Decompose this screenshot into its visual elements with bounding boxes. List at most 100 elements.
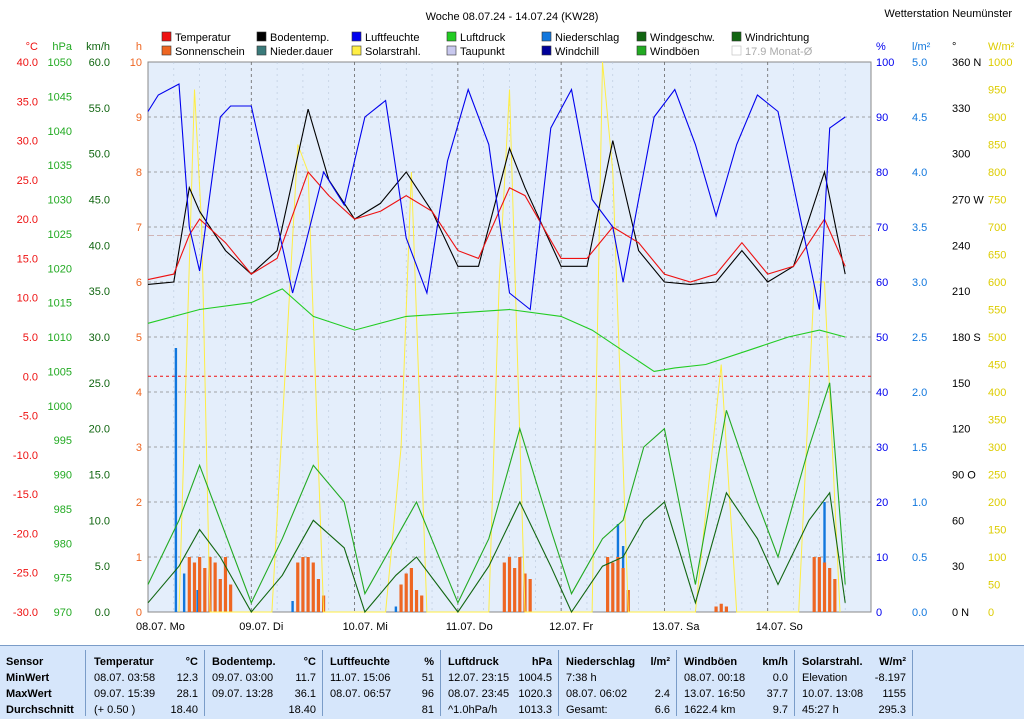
axis-tick-lm2: 0.0 <box>912 607 927 619</box>
axis-tick-lm2: 4.0 <box>912 167 927 179</box>
day-label: 10.07. Mi <box>343 621 388 633</box>
series-line-luftdruck <box>147 288 846 372</box>
sunshine-bar <box>414 590 419 612</box>
stats-cell: 45:27 h <box>802 704 839 716</box>
stats-column: Windböen km/h 08.07. 00:18 0.0 13.07. 16:50 3… <box>678 650 795 716</box>
axis-tick-celsius: 0.0 <box>23 371 38 383</box>
axis-tick-wm2: 550 <box>988 305 1006 317</box>
axis-tick-kmh: 25.0 <box>89 378 110 390</box>
axis-tick-hours: 2 <box>136 497 142 509</box>
precipitation-bar <box>291 601 294 612</box>
axis-tick-hours: 5 <box>136 332 142 344</box>
axis-tick-hpa: 990 <box>54 470 72 482</box>
axis-tick-wm2: 50 <box>988 580 1000 592</box>
precipitation-bar <box>394 606 398 612</box>
stats-cell: 08.07. 03:58 <box>94 672 156 684</box>
stats-cell: 1622.4 km <box>684 704 736 716</box>
axis-tick-hpa: 995 <box>54 435 72 447</box>
stats-cell: Gesamt: <box>566 704 608 716</box>
sunshine-bar <box>187 557 191 612</box>
axis-tick-celsius: -25.0 <box>13 568 38 580</box>
stats-value: 18.40 <box>170 704 198 716</box>
sunshine-bar <box>306 557 310 612</box>
axis-tick-wm2: 250 <box>988 470 1006 482</box>
stats-label-max: MaxWert <box>6 688 52 700</box>
axis-unit-lm2: l/m² <box>912 41 931 53</box>
axis-tick-lm2: 1.5 <box>912 442 927 454</box>
sunshine-bar <box>828 568 832 612</box>
axis-tick-kmh: 35.0 <box>89 286 110 298</box>
axis-tick-deg: 150 <box>952 378 970 390</box>
legend-label: Nieder.dauer <box>270 46 333 58</box>
sunshine-bar <box>714 606 718 612</box>
axis-tick-hpa: 1010 <box>48 332 72 344</box>
sunshine-bar <box>621 568 625 612</box>
axis-tick-percent: 20 <box>876 497 888 509</box>
axis-tick-lm2: 5.0 <box>912 57 927 69</box>
axis-tick-percent: 10 <box>876 552 888 564</box>
axis-tick-wm2: 450 <box>988 360 1006 372</box>
stats-value: 295.3 <box>878 704 906 716</box>
axis-tick-wm2: 150 <box>988 525 1006 537</box>
axis-tick-percent: 30 <box>876 442 888 454</box>
sunshine-bar <box>812 557 816 612</box>
axis-unit-hours: h <box>136 41 142 53</box>
stats-column: Luftdruck hPa 12.07. 23:15 1004.5 08.07. 23:… <box>442 650 559 716</box>
axis-tick-celsius: 15.0 <box>17 253 38 265</box>
axes: °C40.035.030.025.020.015.010.05.00.0-5.0… <box>13 41 1015 633</box>
stats-value: l/m² <box>650 656 670 668</box>
axis-tick-celsius: 5.0 <box>23 332 38 344</box>
axis-unit-wm2: W/m² <box>988 41 1015 53</box>
stats-value: hPa <box>531 656 552 668</box>
precipitation-bar <box>196 590 199 612</box>
day-label: 11.07. Do <box>446 621 493 633</box>
axis-tick-kmh: 60.0 <box>89 57 110 69</box>
series-line-windgeschw <box>147 491 846 614</box>
legend-label: Sonnenschein <box>175 46 245 58</box>
axis-tick-lm2: 2.0 <box>912 387 927 399</box>
legend-item: Windrichtung <box>731 31 809 44</box>
station-name: Wetterstation Neumünster <box>884 8 1012 20</box>
stats-cell: 09.07. 03:00 <box>212 672 274 684</box>
stats-value: 18.40 <box>288 704 316 716</box>
legend-item: Sonnenschein <box>161 45 245 58</box>
legend-swatch <box>161 31 172 42</box>
axis-tick-kmh: 30.0 <box>89 332 110 344</box>
stats-value: km/h <box>762 656 788 668</box>
stats-cell: 09.07. 13:28 <box>212 688 274 700</box>
axis-unit-deg: ° <box>952 41 956 53</box>
stats-cell: (+ 0.50 ) <box>94 704 136 716</box>
axis-tick-wm2: 100 <box>988 552 1006 564</box>
legend-item: 17.9 Monat-Ø <box>731 45 813 58</box>
legend-label: Luftdruck <box>460 32 506 44</box>
axis-tick-celsius: -30.0 <box>13 607 38 619</box>
legend-item: Bodentemp. <box>256 31 329 44</box>
legend-label: Luftfeuchte <box>365 32 419 44</box>
legend-item: Niederschlag <box>541 31 619 44</box>
day-label: 12.07. Fr <box>549 621 593 633</box>
stats-value: W/m² <box>879 656 906 668</box>
sunshine-bar <box>404 573 408 612</box>
sunshine-bar <box>296 562 300 612</box>
axis-tick-deg: 30 <box>952 561 964 573</box>
axis-tick-lm2: 2.5 <box>912 332 927 344</box>
legend-label: Windchill <box>555 46 599 58</box>
axis-tick-wm2: 650 <box>988 250 1006 262</box>
legend-swatch <box>636 45 647 56</box>
axis-hpa: hPa 1050 1045 1040 1035 1030 1025 1020 1015 1010 1… <box>48 41 73 619</box>
stats-value: -8.197 <box>874 672 906 684</box>
axis-tick-wm2: 600 <box>988 277 1006 289</box>
axis-tick-wm2: 950 <box>988 85 1006 97</box>
stats-cell: 08.07. 06:57 <box>330 688 392 700</box>
stats-cell: Bodentemp. <box>212 656 276 668</box>
stats-value: 51 <box>421 672 434 684</box>
legend: Temperatur Sonnenschein Bodentemp. Nieder.d… <box>161 31 813 58</box>
axis-tick-wm2: 500 <box>988 332 1006 344</box>
sunshine-bar <box>507 557 512 612</box>
sunshine-bar <box>229 584 233 612</box>
stats-cell: 08.07. 06:02 <box>566 688 628 700</box>
sunshine-bar <box>719 603 723 612</box>
stats-column: Bodentemp. °C 09.07. 03:00 11.7 09.07. 13:28… <box>206 650 323 716</box>
axis-tick-hpa: 1050 <box>48 57 72 69</box>
legend-label: Windböen <box>650 46 700 58</box>
